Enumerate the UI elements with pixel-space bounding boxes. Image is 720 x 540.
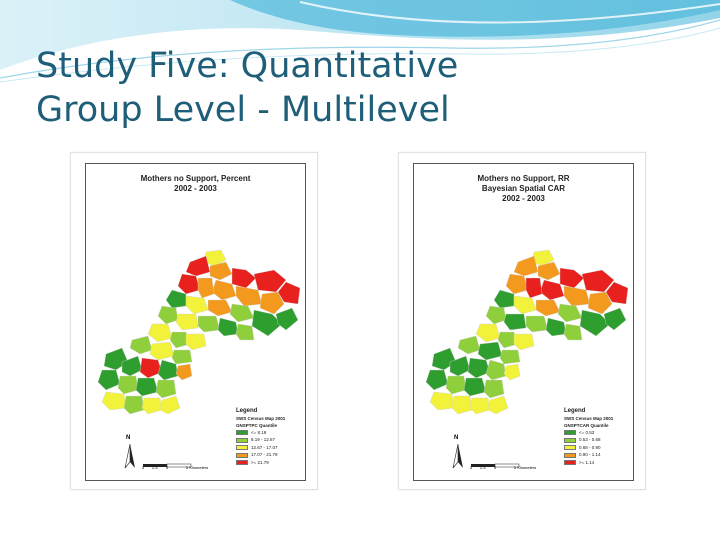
map-title: Mothers no Support, Percent 2002 - 2003 <box>86 174 305 194</box>
legend-swatch <box>236 430 248 436</box>
slide-title-line-1: Study Five: Quantitative <box>36 46 459 86</box>
map-frame: Mothers no Support, Percent 2002 - 2003 <box>85 163 306 481</box>
scale-label: 0 <box>470 465 473 470</box>
legend-row: >= 21.79 <box>236 459 306 467</box>
map-title-line: Mothers no Support, Percent <box>140 174 251 183</box>
map-title-line: 2002 - 2003 <box>174 184 217 193</box>
legend-row: 0.68 - 0.90 <box>564 444 634 452</box>
north-label: N <box>126 435 131 441</box>
scale-label: 2.5 <box>480 465 486 470</box>
legend-label: 0.53 - 0.68 <box>579 437 601 443</box>
legend-swatch <box>236 452 248 458</box>
choropleth-map <box>425 249 629 415</box>
legend-layer: SWS Census Map 2001 <box>236 416 286 421</box>
north-arrow-icon: N <box>452 435 464 470</box>
legend-row: <= 8.19 <box>236 429 306 437</box>
legend-swatch <box>564 460 576 466</box>
north-label: N <box>454 435 459 441</box>
map-title-line: Bayesian Spatial CAR <box>481 184 566 193</box>
legend-label: 8.19 - 12.67 <box>251 437 276 443</box>
legend-row: <= 0.53 <box>564 429 634 437</box>
north-arrow-icon: N <box>124 435 136 470</box>
legend-label: <= 8.19 <box>251 429 267 435</box>
map-frame: Mothers no Support, RR Bayesian Spatial … <box>413 163 634 481</box>
legend-field: GNSPTPC Quantile <box>236 423 278 428</box>
legend-label: >= 21.79 <box>251 459 269 465</box>
legend-row: 12.67 - 17.07 <box>236 444 306 452</box>
legend-row: 17.07 - 21.79 <box>236 452 306 460</box>
map-title-line: 2002 - 2003 <box>502 194 545 203</box>
legend-label: 0.68 - 0.90 <box>579 444 601 450</box>
legend-swatch <box>564 430 576 436</box>
legend-field: GNSPTCAR Quantile <box>564 423 609 428</box>
legend-layer: SWS Census Map 2001 <box>564 416 614 421</box>
legend-label: 17.07 - 21.79 <box>251 452 278 458</box>
scale-bar: 0 2.5 5 5 Kilometers <box>470 457 542 471</box>
map-legend: Legend SWS Census Map 2001 GNSPTCAR Quan… <box>564 407 634 467</box>
legend-row: 0.53 - 0.68 <box>564 437 634 445</box>
scale-label: 5 Kilometers <box>186 465 209 470</box>
slide-title-line-2: Group Level - Multilevel <box>36 90 450 130</box>
header-wave-decoration <box>0 0 720 83</box>
scale-bar: 0 2.5 5 5 Kilometers <box>142 457 214 471</box>
scale-label: 2.5 <box>152 465 158 470</box>
map-title-line: Mothers no Support, RR <box>477 174 570 183</box>
legend-heading: Legend <box>564 408 586 414</box>
slide-title: Study Five: Quantitative Group Level - M… <box>36 44 536 132</box>
legend-heading: Legend <box>236 408 258 414</box>
legend-swatch <box>564 445 576 451</box>
scale-label: 5 <box>166 465 169 470</box>
scale-label: 5 <box>494 465 497 470</box>
map-panel-rr: Mothers no Support, RR Bayesian Spatial … <box>398 152 646 490</box>
choropleth-map <box>97 249 301 415</box>
legend-label: >= 1.14 <box>579 459 595 465</box>
legend-swatch <box>564 452 576 458</box>
scale-label: 0 <box>142 465 145 470</box>
legend-swatch <box>236 437 248 443</box>
legend-swatch <box>564 437 576 443</box>
legend-swatch <box>236 445 248 451</box>
legend-swatch <box>236 460 248 466</box>
legend-label: <= 0.53 <box>579 429 595 435</box>
scale-label: 5 Kilometers <box>514 465 537 470</box>
map-title: Mothers no Support, RR Bayesian Spatial … <box>414 174 633 204</box>
legend-label: 0.90 - 1.14 <box>579 452 601 458</box>
legend-row: 0.90 - 1.14 <box>564 452 634 460</box>
legend-row: >= 1.14 <box>564 459 634 467</box>
map-panel-percent: Mothers no Support, Percent 2002 - 2003 <box>70 152 318 490</box>
legend-label: 12.67 - 17.07 <box>251 444 278 450</box>
legend-row: 8.19 - 12.67 <box>236 437 306 445</box>
map-legend: Legend SWS Census Map 2001 GNSPTPC Quant… <box>236 407 306 467</box>
